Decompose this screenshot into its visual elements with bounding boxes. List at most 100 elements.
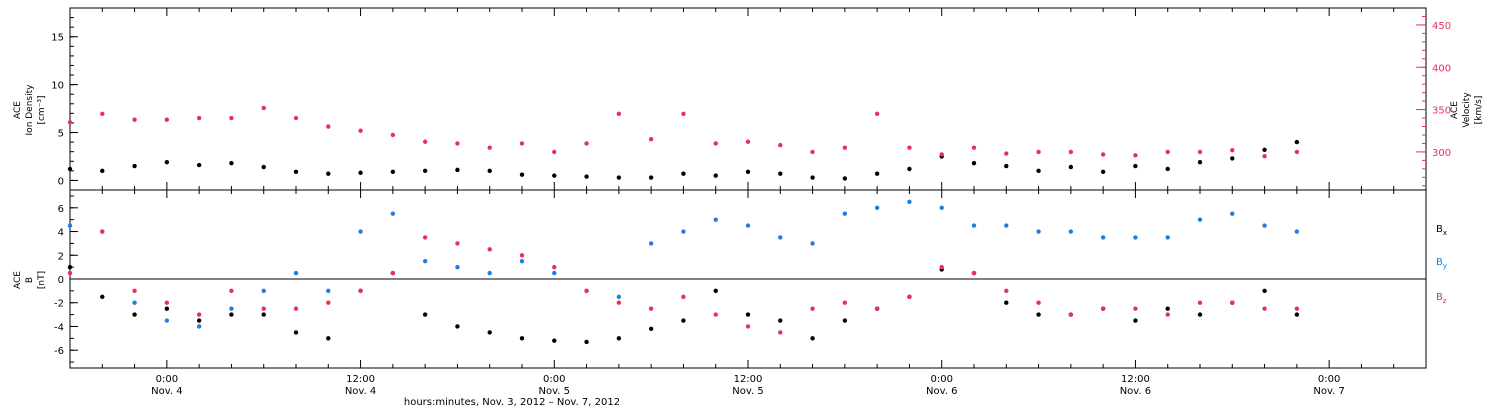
density-tick-label: 15	[51, 33, 64, 44]
density-point	[681, 171, 686, 176]
by-point	[616, 294, 622, 299]
bz-point	[778, 330, 783, 335]
by-point	[552, 270, 557, 276]
velocity-point	[1004, 151, 1009, 156]
density-point	[1068, 164, 1074, 170]
velocity-point	[1230, 148, 1235, 153]
velocity-point	[100, 111, 105, 117]
bz-point	[390, 270, 396, 276]
bz-point	[1294, 306, 1300, 311]
b-tick-label: -6	[54, 346, 64, 357]
velocity-point	[1165, 149, 1170, 155]
top-panel-density-velocity: 0 5 10 15 300 350 400 450 ACE Ion Density [cm⁻…	[13, 7, 1484, 191]
bz-point	[1133, 306, 1138, 311]
bz-point	[616, 300, 622, 305]
density-point	[487, 168, 492, 174]
bz-point	[907, 294, 912, 299]
bz-point	[1262, 306, 1267, 311]
velocity-point	[616, 111, 622, 117]
velocity-point	[648, 137, 654, 142]
b-tick-label: 4	[58, 228, 64, 239]
bz-point	[1165, 312, 1170, 317]
time-tick-label: 12:00	[346, 374, 375, 385]
by-point	[681, 229, 686, 234]
date-tick-label: Nov. 5	[539, 386, 570, 397]
bz-point	[1068, 312, 1074, 317]
velocity-point	[422, 139, 428, 144]
bx-point	[519, 336, 525, 341]
date-tick-label: Nov. 6	[1120, 386, 1151, 397]
density-point	[455, 167, 460, 173]
by-point	[1068, 229, 1074, 234]
velocity-point	[229, 115, 234, 121]
density-point	[1004, 163, 1009, 169]
by-point	[842, 211, 848, 216]
density-point	[293, 169, 299, 174]
density-point	[1036, 168, 1041, 174]
b-tick-label: -4	[54, 322, 64, 333]
bz-point	[1004, 288, 1009, 294]
time-tick-label: 12:00	[1121, 374, 1150, 385]
density-point	[326, 171, 331, 176]
velocity-point	[196, 115, 202, 121]
density-point	[810, 175, 815, 180]
date-tick-label: Nov. 4	[345, 386, 376, 397]
velocity-point	[584, 141, 589, 146]
x-axis-title: hours:minutes, Nov. 3, 2012 – Nov. 7, 20…	[404, 397, 620, 408]
bz-point	[358, 288, 363, 294]
velocity-point	[519, 141, 525, 146]
by-point	[1294, 229, 1300, 234]
by-point	[519, 259, 525, 264]
velocity-point	[1133, 153, 1138, 158]
bx-point	[100, 294, 105, 299]
density-point	[907, 166, 912, 172]
date-tick-label: Nov. 6	[926, 386, 957, 397]
density-point	[971, 160, 977, 166]
bz-point	[584, 288, 589, 294]
by-point	[745, 223, 751, 228]
by-point	[1133, 235, 1138, 240]
density-point	[196, 162, 202, 168]
density-point	[390, 169, 396, 174]
by-point	[971, 223, 977, 228]
bz-point	[1100, 306, 1106, 311]
velocity-tick-label: 300	[1432, 148, 1451, 159]
time-tick-label: 0:00	[1318, 374, 1340, 385]
density-point	[874, 171, 880, 176]
bx-point	[487, 330, 492, 335]
velocity-axis-label-line3: [km/s]	[1474, 96, 1484, 125]
velocity-point	[842, 145, 848, 150]
bx-point	[584, 339, 589, 345]
by-point	[67, 223, 73, 228]
by-point	[293, 270, 299, 276]
density-point	[1230, 156, 1235, 161]
by-point	[1036, 229, 1041, 234]
density-point	[100, 168, 105, 174]
bx-point	[1294, 312, 1300, 317]
density-point	[132, 163, 137, 169]
by-point	[1100, 235, 1106, 240]
bx-point	[326, 336, 331, 341]
bx-point	[1165, 306, 1170, 311]
bz-point	[132, 288, 137, 294]
date-tick-label: Nov. 7	[1313, 386, 1344, 397]
by-point	[487, 270, 492, 276]
bx-point	[229, 312, 234, 317]
density-tick-label: 10	[51, 81, 64, 92]
bz-point	[648, 306, 654, 311]
by-point	[778, 235, 783, 240]
bz-point	[326, 300, 331, 305]
bz-point	[681, 294, 686, 299]
bz-point	[100, 229, 105, 234]
bx-point	[810, 336, 815, 341]
by-point	[261, 288, 266, 294]
b-axis-label-line1: ACE	[13, 271, 23, 289]
bottom-panel-time-ticks	[69, 190, 1427, 368]
velocity-point	[1294, 149, 1300, 155]
time-tick-label: 0:00	[930, 374, 952, 385]
bz-point	[810, 306, 815, 311]
bz-point	[713, 312, 718, 317]
velocity-point	[487, 145, 492, 150]
b-tick-label: 2	[58, 251, 64, 262]
